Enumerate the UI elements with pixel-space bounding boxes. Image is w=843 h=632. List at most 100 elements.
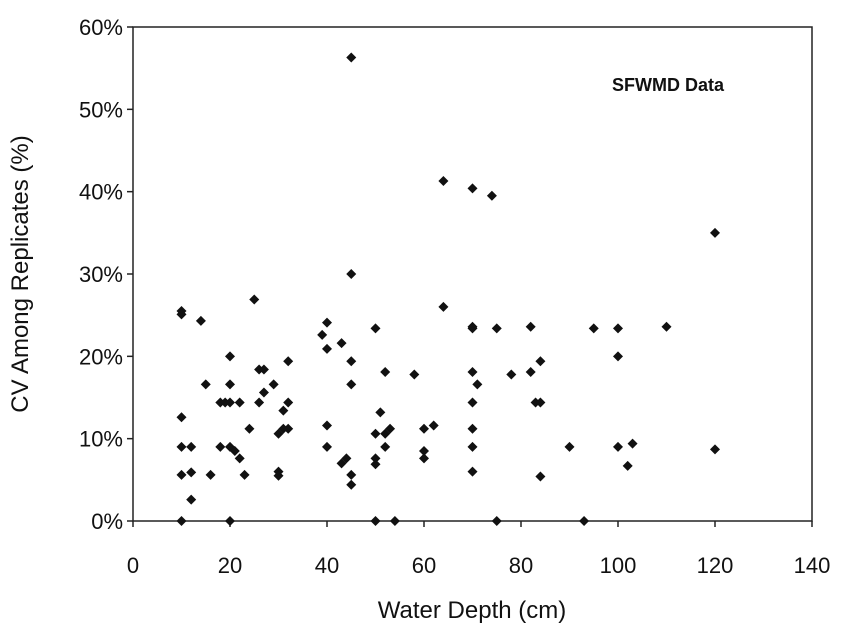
chart-annotation: SFWMD Data <box>612 75 725 95</box>
y-axis-ticks: 0% 10% 20% 30% 40% 50% 60% <box>79 15 133 534</box>
data-point <box>186 467 197 478</box>
data-point <box>186 441 197 452</box>
data-point <box>375 407 386 418</box>
data-point <box>370 323 381 334</box>
data-point <box>467 323 478 334</box>
y-tick-label: 10% <box>79 427 123 452</box>
data-point <box>176 516 187 526</box>
x-tick-label: 0 <box>127 553 139 578</box>
data-point <box>273 470 284 481</box>
data-point <box>467 397 478 408</box>
data-point <box>225 516 235 526</box>
data-point <box>380 441 391 452</box>
data-point <box>467 441 478 452</box>
data-point <box>370 453 381 464</box>
data-point <box>215 441 226 452</box>
x-tick-label: 20 <box>218 553 242 578</box>
data-point <box>322 317 332 328</box>
x-tick-label: 100 <box>600 553 637 578</box>
x-tick-label: 60 <box>412 553 436 578</box>
data-point <box>467 366 478 377</box>
data-point <box>225 379 235 390</box>
data-point <box>225 397 235 408</box>
data-point <box>322 441 332 452</box>
data-point <box>283 356 294 367</box>
data-point <box>535 397 546 408</box>
data-point <box>322 343 332 354</box>
data-point <box>322 420 332 431</box>
x-tick-label: 140 <box>794 553 831 578</box>
data-point <box>268 379 279 390</box>
data-point <box>385 423 396 434</box>
data-point <box>467 183 478 194</box>
x-axis-ticks: 0 20 40 60 80 100 120 140 <box>127 521 830 578</box>
data-point <box>229 446 240 457</box>
data-point <box>370 459 381 470</box>
data-point <box>225 351 235 362</box>
data-point <box>176 412 187 423</box>
data-point <box>278 405 289 416</box>
data-point <box>205 469 216 480</box>
data-point <box>525 321 536 332</box>
data-point <box>438 175 449 186</box>
data-point <box>622 460 633 471</box>
data-point <box>588 323 599 334</box>
data-point <box>535 356 546 367</box>
data-point <box>467 466 478 477</box>
data-point <box>346 269 357 279</box>
x-axis-title: Water Depth (cm) <box>378 597 566 624</box>
data-point <box>419 453 429 464</box>
data-point <box>176 469 187 480</box>
x-tick-label: 120 <box>697 553 734 578</box>
data-point <box>525 366 536 377</box>
y-axis-title: CV Among Replicates (%) <box>7 135 34 412</box>
data-point <box>380 366 391 377</box>
data-point <box>346 469 357 480</box>
y-tick-label: 0% <box>91 509 123 534</box>
data-point <box>613 441 623 452</box>
data-point <box>200 379 211 390</box>
data-point <box>186 494 197 505</box>
data-point <box>346 356 357 367</box>
data-point <box>710 444 720 455</box>
data-point <box>491 516 502 526</box>
data-point <box>613 351 623 362</box>
data-point <box>176 309 187 320</box>
data-point <box>346 379 357 390</box>
data-point <box>579 516 590 526</box>
data-point <box>491 323 502 334</box>
y-tick-label: 20% <box>79 344 123 369</box>
data-points <box>176 52 720 526</box>
x-tick-label: 40 <box>315 553 339 578</box>
data-point <box>409 369 420 380</box>
data-point <box>370 516 381 526</box>
data-point <box>341 453 352 464</box>
data-point <box>419 423 429 434</box>
y-tick-label: 40% <box>79 180 123 205</box>
data-point <box>438 301 449 312</box>
data-point <box>346 479 357 490</box>
data-point <box>258 387 269 398</box>
data-point <box>535 471 546 482</box>
data-point <box>239 469 250 480</box>
data-point <box>317 329 328 340</box>
data-point <box>486 190 497 201</box>
data-point <box>428 420 439 431</box>
data-point <box>627 438 638 449</box>
y-tick-label: 50% <box>79 97 123 122</box>
data-point <box>472 379 483 390</box>
data-point <box>244 423 255 434</box>
data-point <box>195 315 206 326</box>
data-point <box>176 441 187 452</box>
data-point <box>234 453 245 464</box>
data-point <box>336 338 347 349</box>
y-tick-label: 60% <box>79 15 123 40</box>
data-point <box>613 323 623 334</box>
data-point <box>506 369 517 380</box>
y-tick-label: 30% <box>79 262 123 287</box>
data-point <box>564 441 575 452</box>
data-point <box>710 227 720 238</box>
data-point <box>283 397 294 408</box>
data-point <box>283 423 294 434</box>
